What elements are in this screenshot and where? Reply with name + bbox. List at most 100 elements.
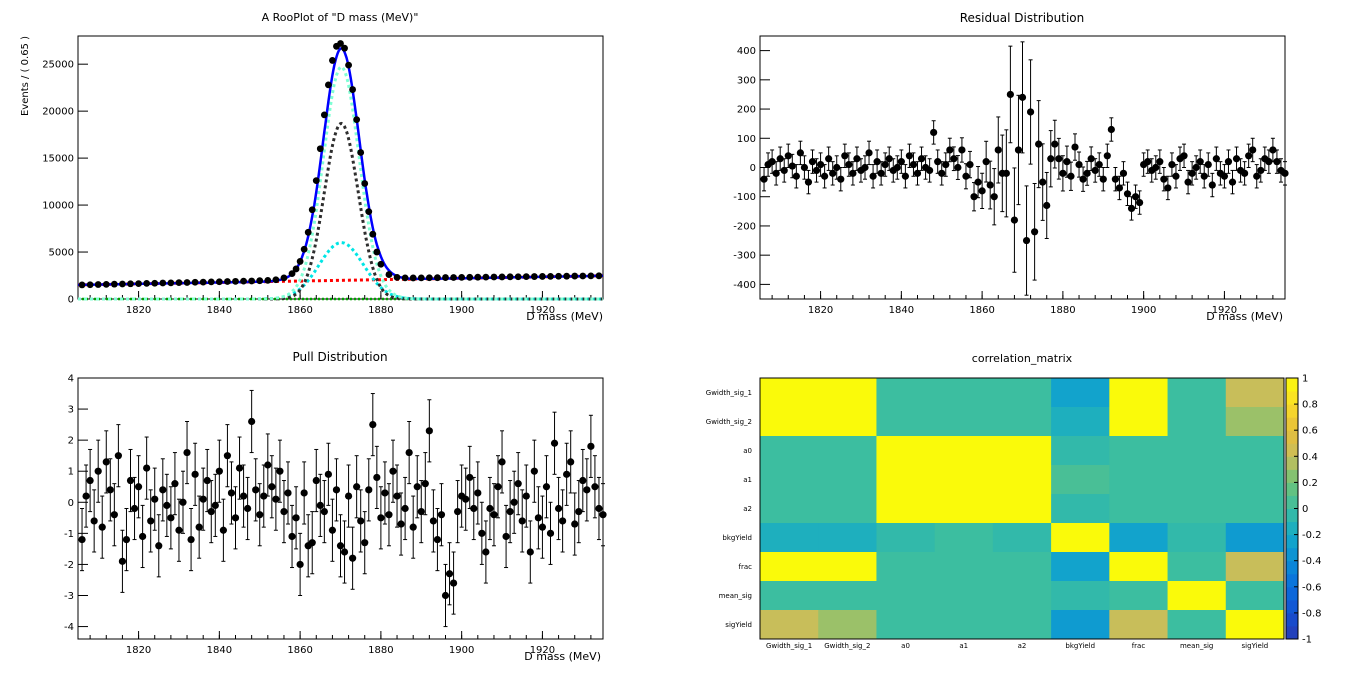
corr-cell bbox=[1167, 465, 1227, 495]
point bbox=[901, 172, 909, 180]
corr-cell bbox=[992, 610, 1052, 640]
palette-step bbox=[1286, 573, 1298, 588]
point bbox=[433, 535, 442, 544]
point bbox=[264, 461, 272, 469]
corr-cell bbox=[876, 436, 936, 466]
point bbox=[833, 163, 841, 172]
point bbox=[1188, 169, 1196, 177]
point bbox=[78, 535, 86, 544]
data-point bbox=[409, 274, 417, 282]
corr-row-label: a1 bbox=[743, 476, 752, 484]
data-point bbox=[183, 279, 191, 286]
point bbox=[494, 483, 502, 491]
palette-step bbox=[1286, 547, 1298, 562]
data-point bbox=[357, 149, 365, 156]
data-point bbox=[288, 270, 296, 278]
y-tick-label: 10000 bbox=[42, 201, 74, 212]
y-tick-label: 400 bbox=[737, 46, 756, 57]
y-tick-label: 3 bbox=[68, 405, 74, 416]
corr-col-label: a1 bbox=[959, 642, 968, 650]
data-point bbox=[425, 274, 433, 282]
corr-cell bbox=[818, 523, 877, 553]
corr-cell bbox=[818, 552, 877, 582]
point bbox=[191, 470, 199, 478]
point bbox=[199, 495, 207, 503]
point bbox=[203, 476, 211, 485]
point bbox=[159, 486, 167, 494]
point bbox=[897, 158, 905, 166]
y-tick-label: 100 bbox=[737, 134, 756, 145]
corr-cell bbox=[992, 436, 1052, 466]
point bbox=[986, 181, 994, 189]
point bbox=[183, 448, 191, 457]
point bbox=[1022, 236, 1031, 245]
pull-points bbox=[78, 389, 607, 628]
corr-cell bbox=[760, 465, 819, 495]
point bbox=[1192, 163, 1200, 172]
point bbox=[792, 172, 800, 180]
point bbox=[377, 514, 385, 522]
point bbox=[869, 172, 877, 180]
corr-cell bbox=[934, 407, 994, 437]
point bbox=[599, 511, 607, 519]
data-point bbox=[522, 273, 530, 281]
point bbox=[110, 511, 118, 519]
corr-cell bbox=[1225, 610, 1285, 640]
residual-y-ticks: -400 -300 -200 -100 0 100 200 300 400 bbox=[733, 46, 770, 291]
point bbox=[966, 160, 974, 169]
corr-row-label: Gwidth_sig_2 bbox=[706, 418, 752, 426]
point bbox=[1107, 125, 1115, 134]
corr-cell bbox=[876, 552, 936, 582]
point bbox=[534, 514, 542, 522]
point bbox=[877, 169, 885, 177]
narrow-gauss-curve bbox=[78, 121, 603, 301]
corr-cell bbox=[1167, 523, 1227, 553]
data-point bbox=[571, 272, 579, 280]
data-point bbox=[417, 274, 425, 282]
point bbox=[542, 483, 551, 491]
x-tick-label: 1860 bbox=[287, 305, 312, 316]
corr-cell bbox=[818, 494, 877, 524]
corr-cell bbox=[992, 494, 1052, 524]
fit-y-ticks: 0 5000 10000 15000 20000 25000 bbox=[42, 60, 88, 306]
data-point bbox=[377, 260, 385, 268]
point bbox=[538, 523, 547, 531]
point bbox=[780, 166, 788, 175]
x-tick-label: 1920 bbox=[1212, 305, 1237, 316]
point bbox=[575, 508, 583, 516]
pull-x-ticks: 1820 1840 1860 1880 1900 1920 bbox=[89, 631, 592, 656]
point bbox=[147, 517, 155, 525]
data-point bbox=[215, 278, 223, 286]
point bbox=[235, 464, 244, 472]
pull-xlabel: D mass (MeV) bbox=[524, 650, 601, 663]
point bbox=[1184, 178, 1192, 186]
point bbox=[1269, 146, 1277, 154]
point bbox=[276, 467, 284, 475]
fit-panel: A RooPlot of "D mass (MeV)" 1820 1840 1860… bbox=[20, 11, 604, 323]
y-tick-label: 0 bbox=[68, 498, 74, 509]
data-point bbox=[341, 44, 348, 52]
point bbox=[312, 476, 320, 485]
point bbox=[316, 501, 324, 509]
corr-row-label: Gwidth_sig_1 bbox=[706, 389, 752, 397]
point bbox=[300, 489, 308, 497]
point bbox=[526, 548, 534, 556]
point bbox=[917, 155, 926, 163]
point bbox=[893, 163, 901, 172]
point bbox=[231, 514, 240, 522]
data-point bbox=[498, 273, 506, 281]
y-tick-label: 0 bbox=[68, 295, 74, 306]
data-point bbox=[167, 279, 175, 287]
point bbox=[365, 486, 373, 494]
point bbox=[1051, 140, 1059, 148]
point bbox=[938, 169, 946, 177]
residual-x-ticks: 1820 1840 1860 1880 1900 1920 bbox=[771, 291, 1274, 316]
palette-step bbox=[1286, 612, 1298, 627]
corr-cell bbox=[876, 610, 936, 640]
point bbox=[413, 483, 421, 491]
point bbox=[1006, 90, 1014, 99]
x-tick-label: 1820 bbox=[808, 305, 833, 316]
data-point bbox=[474, 273, 482, 281]
corr-cell bbox=[1109, 552, 1169, 582]
point bbox=[881, 160, 889, 169]
